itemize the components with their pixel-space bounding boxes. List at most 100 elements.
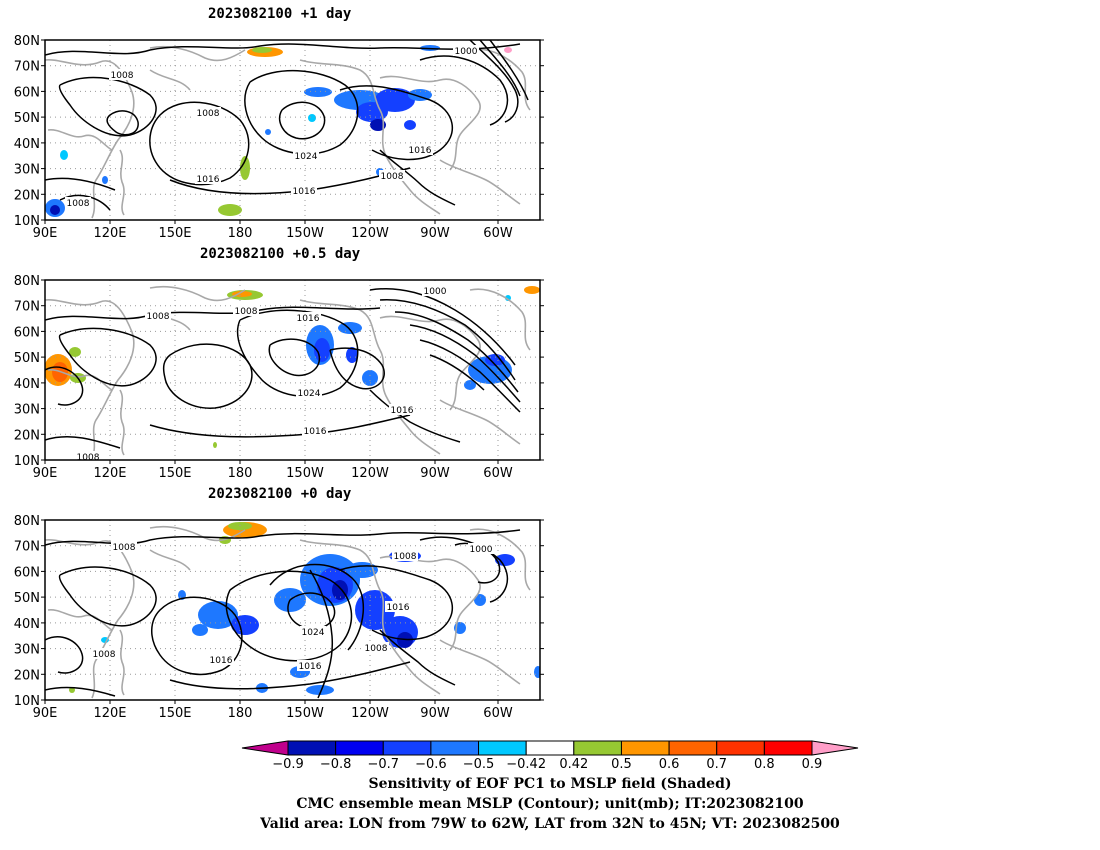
isobar-contour	[409, 324, 521, 403]
sensitivity-shade	[306, 685, 334, 695]
caption-line-1: Sensitivity of EOF PC1 to MSLP field (Sh…	[368, 776, 732, 792]
isobar-contour	[419, 536, 509, 603]
colorbar-swatch	[478, 740, 527, 756]
contour-label: 1016	[299, 662, 322, 672]
isobar-contour	[106, 110, 139, 136]
latitude-label: 50N	[14, 351, 40, 366]
latitude-label: 30N	[14, 163, 40, 178]
coastline	[299, 59, 441, 215]
coastline	[119, 629, 125, 696]
coastline	[469, 48, 531, 111]
contour-label: 1008	[111, 71, 134, 81]
coastline	[379, 75, 481, 171]
isobar-contour	[489, 40, 529, 101]
isobar-contour	[329, 347, 385, 390]
isobar-contour	[469, 40, 519, 123]
latitude-label: 80N	[14, 514, 40, 529]
contour-label: 1024	[298, 389, 321, 399]
contour-label: 1000	[424, 287, 447, 297]
isobar-contour	[45, 306, 381, 321]
latitude-label: 40N	[14, 137, 40, 152]
contour-label: 1008	[77, 453, 100, 463]
coastline	[379, 315, 481, 411]
contour-label: 1024	[295, 152, 318, 162]
sensitivity-shade	[534, 666, 540, 678]
coastline	[469, 288, 531, 351]
contour-label: 1024	[302, 628, 325, 638]
longitude-label: 180	[228, 466, 253, 480]
latitude-label: 80N	[14, 34, 40, 49]
contour-label: 1008	[381, 172, 404, 182]
longitude-label: 120W	[351, 226, 389, 240]
colorbar-swatch	[668, 740, 718, 756]
contour-label: 1016	[387, 603, 410, 613]
isobar-contour	[58, 76, 157, 137]
latitude-label: 10N	[14, 214, 40, 229]
colorbar-high-extend	[811, 740, 859, 756]
colorbar-swatch	[430, 740, 480, 756]
isobar-contour	[309, 569, 334, 699]
sensitivity-shade	[464, 380, 476, 390]
sensitivity-shade	[240, 156, 250, 180]
sensitivity-shade	[504, 47, 512, 53]
panel-2-title: 2023082100 +0.5 day	[200, 246, 361, 262]
coastline	[299, 539, 441, 695]
contour-label: 1016	[297, 314, 320, 324]
isobar-contour	[287, 592, 336, 630]
sensitivity-shade	[375, 88, 415, 112]
sensitivity-shade	[370, 119, 386, 131]
sensitivity-shade	[404, 120, 416, 130]
contour-label: 1016	[293, 187, 316, 197]
colorbar-swatch	[382, 740, 432, 756]
latitude-label: 50N	[14, 591, 40, 606]
map-panel-plus-0-5-day: 1008 1008 1016 1024 1016 1016 1000 1008 80N 70N 60…	[14, 274, 544, 480]
isobar-contour	[45, 686, 116, 697]
colorbar-tick-label: −0.5	[463, 757, 495, 772]
caption-line-2: CMC ensemble mean MSLP (Contour); unit(m…	[296, 796, 804, 812]
isobar-contour	[339, 85, 454, 161]
sensitivity-shade	[60, 150, 68, 160]
sensitivity-shade	[355, 590, 395, 630]
sensitivity-shade	[265, 129, 271, 135]
isobar-contour	[379, 149, 456, 206]
isobar-contour	[244, 69, 359, 155]
contour-label: 1016	[304, 427, 327, 437]
contour-label: 1008	[113, 543, 136, 553]
contour-label: 1000	[470, 545, 493, 555]
contour-label: 1008	[197, 109, 220, 119]
longitude-label: 90E	[33, 466, 58, 480]
latitude-label: 20N	[14, 428, 40, 443]
coastline	[149, 549, 191, 571]
latitude-label: 60N	[14, 325, 40, 340]
longitude-label: 180	[228, 706, 253, 720]
latitude-label: 60N	[14, 565, 40, 580]
isobar-contour	[58, 566, 157, 627]
sensitivity-shade	[304, 87, 332, 97]
isobar-contour	[45, 177, 116, 191]
colorbar-tick-label: −0.7	[367, 757, 399, 772]
longitude-label: 60W	[483, 706, 513, 720]
contour-label: 1016	[409, 146, 432, 156]
longitude-label: 180	[228, 226, 253, 240]
longitude-label: 90E	[33, 706, 58, 720]
contour-label: 1000	[455, 47, 478, 57]
longitude-label: 120E	[93, 706, 126, 720]
coastline	[119, 389, 125, 456]
colorbar-low-extend	[241, 740, 289, 756]
sensitivity-shade	[232, 291, 252, 297]
isobar-contour	[429, 354, 485, 391]
colorbar-tick-label: 0.5	[611, 757, 632, 772]
sensitivity-shade	[474, 594, 486, 606]
latitude-label: 50N	[14, 111, 40, 126]
colorbar-swatch	[763, 740, 813, 756]
latitude-label: 10N	[14, 694, 40, 709]
latitude-label: 30N	[14, 643, 40, 658]
sensitivity-shade	[346, 347, 358, 363]
colorbar-tick-label: 0.7	[706, 757, 727, 772]
isobar-contour	[58, 327, 157, 387]
longitude-label: 90E	[33, 226, 58, 240]
latitude-label: 60N	[14, 85, 40, 100]
isobar-contour	[269, 563, 365, 651]
colorbar-swatch	[573, 740, 622, 756]
coastline	[47, 369, 113, 391]
